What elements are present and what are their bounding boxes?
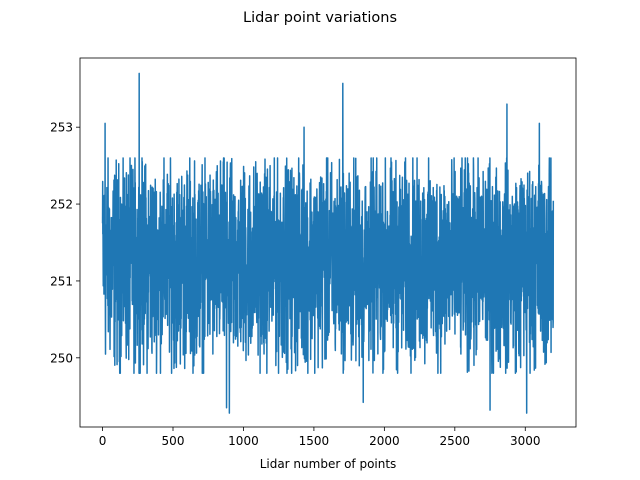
x-tick-label: 0 <box>99 434 107 448</box>
x-tick-label: 1500 <box>299 434 330 448</box>
x-tick-label: 500 <box>162 434 185 448</box>
y-tick-label: 252 <box>50 198 73 212</box>
x-axis-label: Lidar number of points <box>260 457 397 471</box>
plot-frame <box>79 57 577 428</box>
x-tick-label: 3000 <box>510 434 541 448</box>
y-tick-label: 250 <box>50 351 73 365</box>
y-tick-label: 251 <box>50 274 73 288</box>
x-tick-label: 2000 <box>369 434 400 448</box>
series-line <box>101 72 555 414</box>
chart-title: Lidar point variations <box>243 10 397 26</box>
y-axis: 250 251 252 253 <box>50 121 80 365</box>
x-tick-label: 1000 <box>228 434 259 448</box>
x-tick-label: 2500 <box>440 434 471 448</box>
x-axis: 0 500 1000 1500 2000 2500 3000 <box>99 427 541 448</box>
y-tick-label: 253 <box>50 121 73 135</box>
plot-area <box>101 72 555 414</box>
